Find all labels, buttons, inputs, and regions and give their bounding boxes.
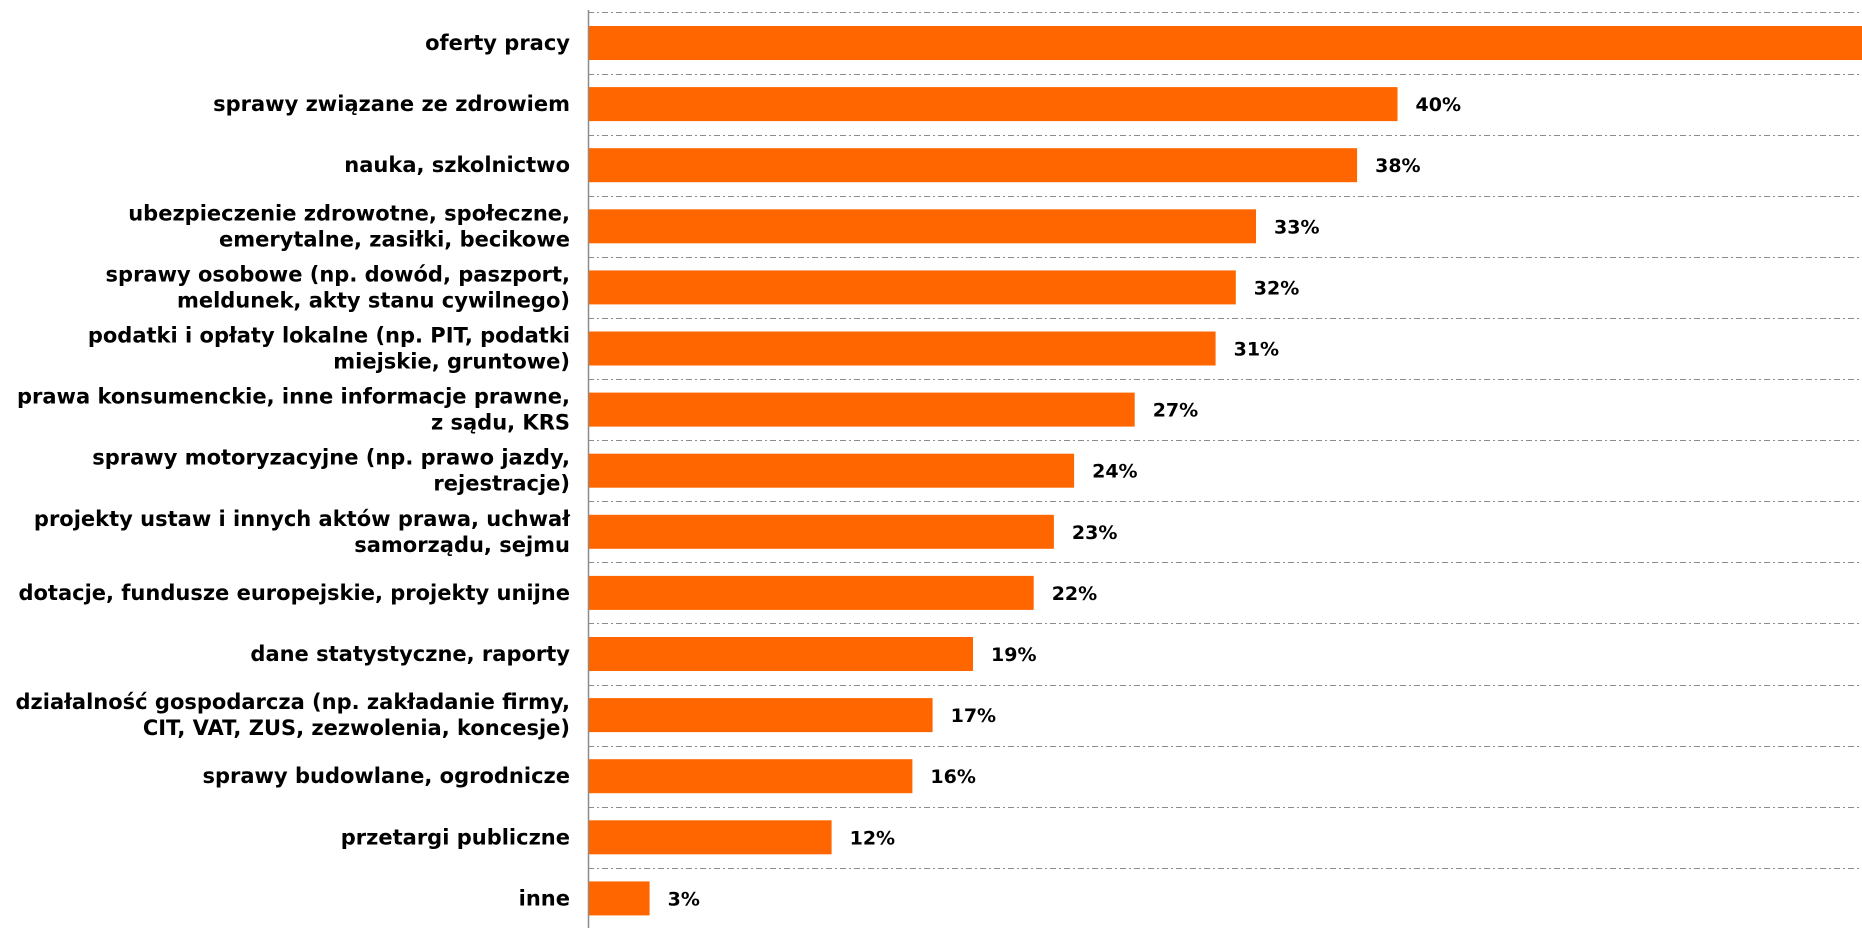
- category-label: inne: [519, 886, 570, 910]
- category-label-line: inne: [519, 886, 570, 910]
- bar: [589, 270, 1236, 305]
- category-label-line: emerytalne, zasiłki, becikowe: [219, 227, 570, 251]
- category-label-line: CIT, VAT, ZUS, zezwolenia, koncesje): [143, 716, 570, 740]
- grid-layer: [587, 10, 1862, 928]
- category-label: przetargi publiczne: [341, 825, 570, 849]
- category-label: sprawy motoryzacyjne (np. prawo jazdy, re…: [92, 446, 570, 496]
- bar: [589, 148, 1358, 183]
- category-label: dane statystyczne, raporty: [250, 642, 570, 666]
- data-label: 16%: [930, 766, 975, 788]
- data-label: 23%: [1072, 522, 1117, 544]
- category-label-line: samorządu, sejmu: [354, 533, 570, 557]
- bar: [589, 26, 1862, 60]
- data-label: 38%: [1375, 155, 1420, 177]
- category-label-line: prawa konsumenckie, inne informacje praw…: [17, 385, 570, 409]
- data-label: 3%: [668, 888, 700, 910]
- category-label-line: sprawy motoryzacyjne (np. prawo jazdy,: [92, 446, 570, 470]
- category-label-line: działalność gospodarcza (np. zakładanie …: [16, 690, 571, 714]
- bar: [589, 637, 973, 671]
- data-label: 12%: [850, 827, 895, 849]
- bar: [589, 453, 1075, 488]
- data-label: 32%: [1254, 277, 1299, 299]
- category-label: projekty ustaw i innych aktów prawa, uch…: [34, 507, 571, 557]
- data-label: 24%: [1092, 461, 1137, 483]
- category-label: sprawy budowlane, ogrodnicze: [203, 764, 571, 788]
- category-label-line: z sądu, KRS: [431, 411, 570, 435]
- category-label: sprawy osobowe (np. dowód, paszport, meld…: [106, 262, 570, 312]
- category-label-line: miejskie, gruntowe): [333, 350, 570, 374]
- data-label: 40%: [1416, 94, 1461, 116]
- category-label-line: dotacje, fundusze europejskie, projekty …: [18, 581, 570, 605]
- bar: [589, 209, 1256, 244]
- category-label-line: nauka, szkolnictwo: [344, 153, 570, 177]
- category-label-line: sprawy budowlane, ogrodnicze: [203, 764, 571, 788]
- category-label-line: rejestracje): [433, 472, 570, 496]
- category-label: dotacje, fundusze europejskie, projekty …: [18, 581, 570, 605]
- bar: [589, 698, 933, 733]
- category-label: nauka, szkolnictwo: [344, 153, 570, 177]
- category-label: sprawy związane ze zdrowiem: [213, 92, 570, 116]
- bar: [589, 392, 1135, 427]
- category-label-line: przetargi publiczne: [341, 825, 570, 849]
- data-label: 31%: [1234, 339, 1279, 361]
- bar: [589, 575, 1034, 610]
- bar: [589, 881, 650, 916]
- bar-layer: [589, 26, 1862, 916]
- category-label-line: meldunek, akty stanu cywilnego): [177, 288, 570, 312]
- category-label: ubezpieczenie zdrowotne, społeczne, emery…: [128, 201, 570, 251]
- category-label: oferty pracy: [425, 31, 570, 55]
- data-label: 19%: [991, 644, 1036, 666]
- category-label: podatki i opłaty lokalne (np. PIT, podat…: [88, 324, 570, 374]
- category-label-line: sprawy związane ze zdrowiem: [213, 92, 570, 116]
- category-label: działalność gospodarcza (np. zakładanie …: [16, 690, 571, 740]
- category-label-line: ubezpieczenie zdrowotne, społeczne,: [128, 201, 570, 225]
- data-label: 27%: [1153, 400, 1198, 422]
- category-label: prawa konsumenckie, inne informacje praw…: [17, 385, 570, 435]
- category-label-line: podatki i opłaty lokalne (np. PIT, podat…: [88, 324, 570, 348]
- bar: [589, 514, 1054, 549]
- category-label-line: oferty pracy: [425, 31, 570, 55]
- bar: [589, 87, 1398, 122]
- data-label: 33%: [1274, 216, 1319, 238]
- data-label: 17%: [951, 705, 996, 727]
- category-label-line: dane statystyczne, raporty: [250, 642, 570, 666]
- data-label: 22%: [1052, 583, 1097, 605]
- category-label-line: projekty ustaw i innych aktów prawa, uch…: [34, 507, 571, 531]
- bar: [589, 820, 832, 855]
- bar: [589, 759, 913, 794]
- bar: [589, 331, 1216, 366]
- category-label-line: sprawy osobowe (np. dowód, paszport,: [106, 262, 570, 286]
